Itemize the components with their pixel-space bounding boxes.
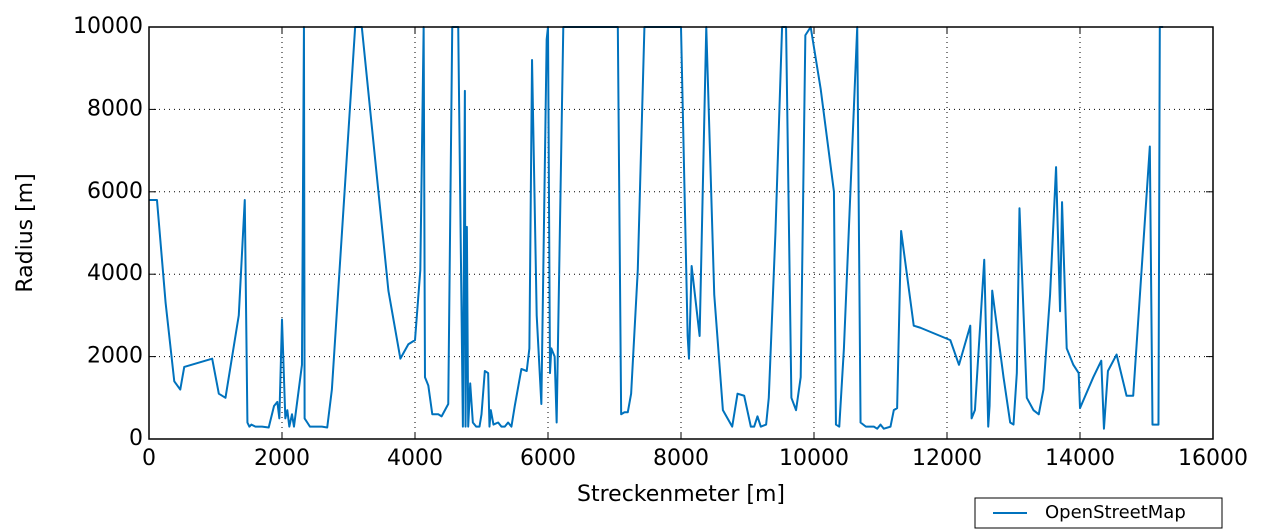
y-tick-label: 2000 [87,344,143,369]
y-tick-label: 6000 [87,179,143,204]
x-tick-label: 8000 [653,446,709,471]
x-tick-label: 2000 [254,446,310,471]
x-tick-label: 12000 [912,446,982,471]
y-tick-label: 8000 [87,96,143,121]
plot-frame [148,26,1214,440]
x-tick-label: 6000 [520,446,576,471]
x-axis-label: Streckenmeter [m] [577,482,785,507]
y-axis-label: Radius [m] [13,173,38,292]
y-tick-label: 4000 [87,261,143,286]
x-tick-label: 16000 [1178,446,1248,471]
y-tick-label: 10000 [73,14,143,39]
legend: OpenStreetMap [974,497,1223,529]
legend-label: OpenStreetMap [1045,502,1186,523]
x-tick-label: 4000 [387,446,443,471]
x-tick-label: 10000 [779,446,849,471]
x-tick-label: 0 [142,446,156,471]
y-tick-label: 0 [129,426,143,451]
data-line [149,26,1164,430]
x-tick-label: 14000 [1045,446,1115,471]
